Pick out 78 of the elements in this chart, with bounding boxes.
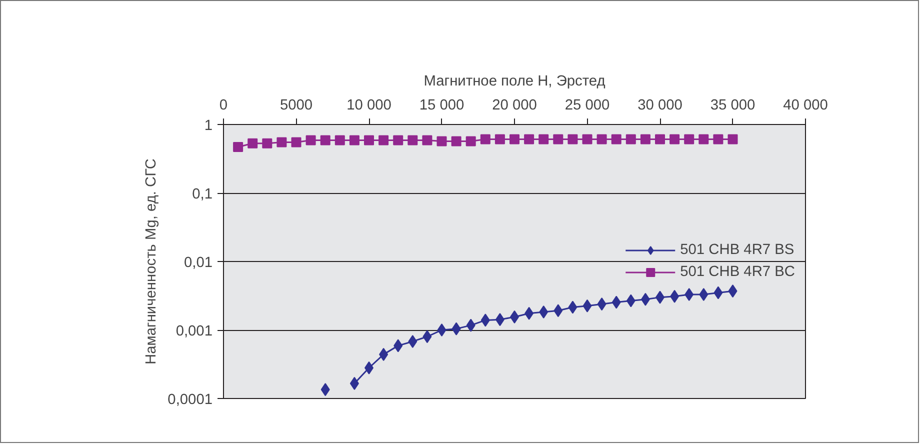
point [233, 142, 244, 152]
point [379, 348, 388, 361]
point [495, 313, 504, 326]
x-tick-label: 10 000 [346, 98, 392, 114]
point [596, 134, 607, 144]
point [611, 134, 622, 144]
point [320, 135, 330, 146]
point [394, 339, 403, 352]
point [466, 136, 476, 146]
y-axis-title: Намагниченность Mg, ед. СГС [144, 158, 160, 364]
y-tick-label: 0,0001 [168, 392, 212, 408]
point [538, 134, 549, 144]
y-tick-label: 0,001 [176, 324, 213, 340]
point [248, 138, 258, 148]
legend-label: 501 CHB 4R7 BC [680, 264, 795, 280]
point [626, 134, 636, 144]
point [494, 134, 505, 144]
point [320, 383, 330, 396]
point [684, 134, 694, 144]
point [350, 376, 359, 390]
point [553, 134, 564, 144]
point [480, 134, 490, 144]
point [306, 135, 316, 146]
point [408, 334, 418, 348]
point [655, 134, 665, 144]
x-tick-label: 0 [219, 98, 228, 114]
point [728, 284, 738, 298]
point [480, 314, 490, 327]
point [334, 135, 345, 146]
point [393, 135, 404, 146]
point [452, 322, 461, 336]
point [612, 296, 621, 309]
point [422, 135, 432, 146]
point [713, 134, 724, 144]
x-tick-label: 35 000 [710, 98, 756, 114]
point [539, 306, 548, 319]
point [524, 134, 534, 144]
point [276, 137, 287, 148]
point [291, 137, 302, 148]
point [626, 294, 636, 308]
point [349, 135, 360, 146]
point [582, 299, 592, 312]
point [422, 330, 432, 344]
point [451, 136, 462, 146]
point [670, 290, 680, 303]
point [524, 306, 534, 320]
point [640, 134, 650, 144]
x-tick-label: 25 000 [564, 98, 610, 114]
point [262, 138, 272, 148]
point [364, 135, 374, 146]
x-tick-label: 5000 [280, 98, 313, 114]
point [466, 318, 476, 332]
point [714, 286, 723, 300]
y-tick-label: 1 [204, 118, 213, 134]
point [378, 135, 389, 146]
point [640, 292, 650, 306]
legend-label: 501 CHB 4R7 BS [680, 242, 794, 258]
x-tick-label: 20 000 [492, 98, 537, 114]
point [728, 134, 738, 144]
point [408, 135, 418, 146]
point [568, 300, 578, 314]
x-tick-label: 30 000 [638, 98, 682, 114]
point [510, 134, 520, 144]
point [699, 288, 708, 301]
point [568, 134, 578, 144]
point [684, 288, 694, 301]
point [436, 136, 447, 146]
x-axis-title: Магнитное поле H, Эрстед [424, 74, 606, 90]
point [582, 134, 592, 144]
y-tick-label: 0,1 [192, 186, 212, 202]
y-tick-label: 0,01 [184, 255, 213, 271]
point [437, 324, 446, 336]
point [597, 298, 606, 311]
point [670, 134, 680, 144]
x-tick-label: 40 000 [783, 98, 828, 114]
point [554, 304, 563, 318]
point [698, 134, 709, 144]
x-tick-label: 15 000 [419, 98, 464, 114]
